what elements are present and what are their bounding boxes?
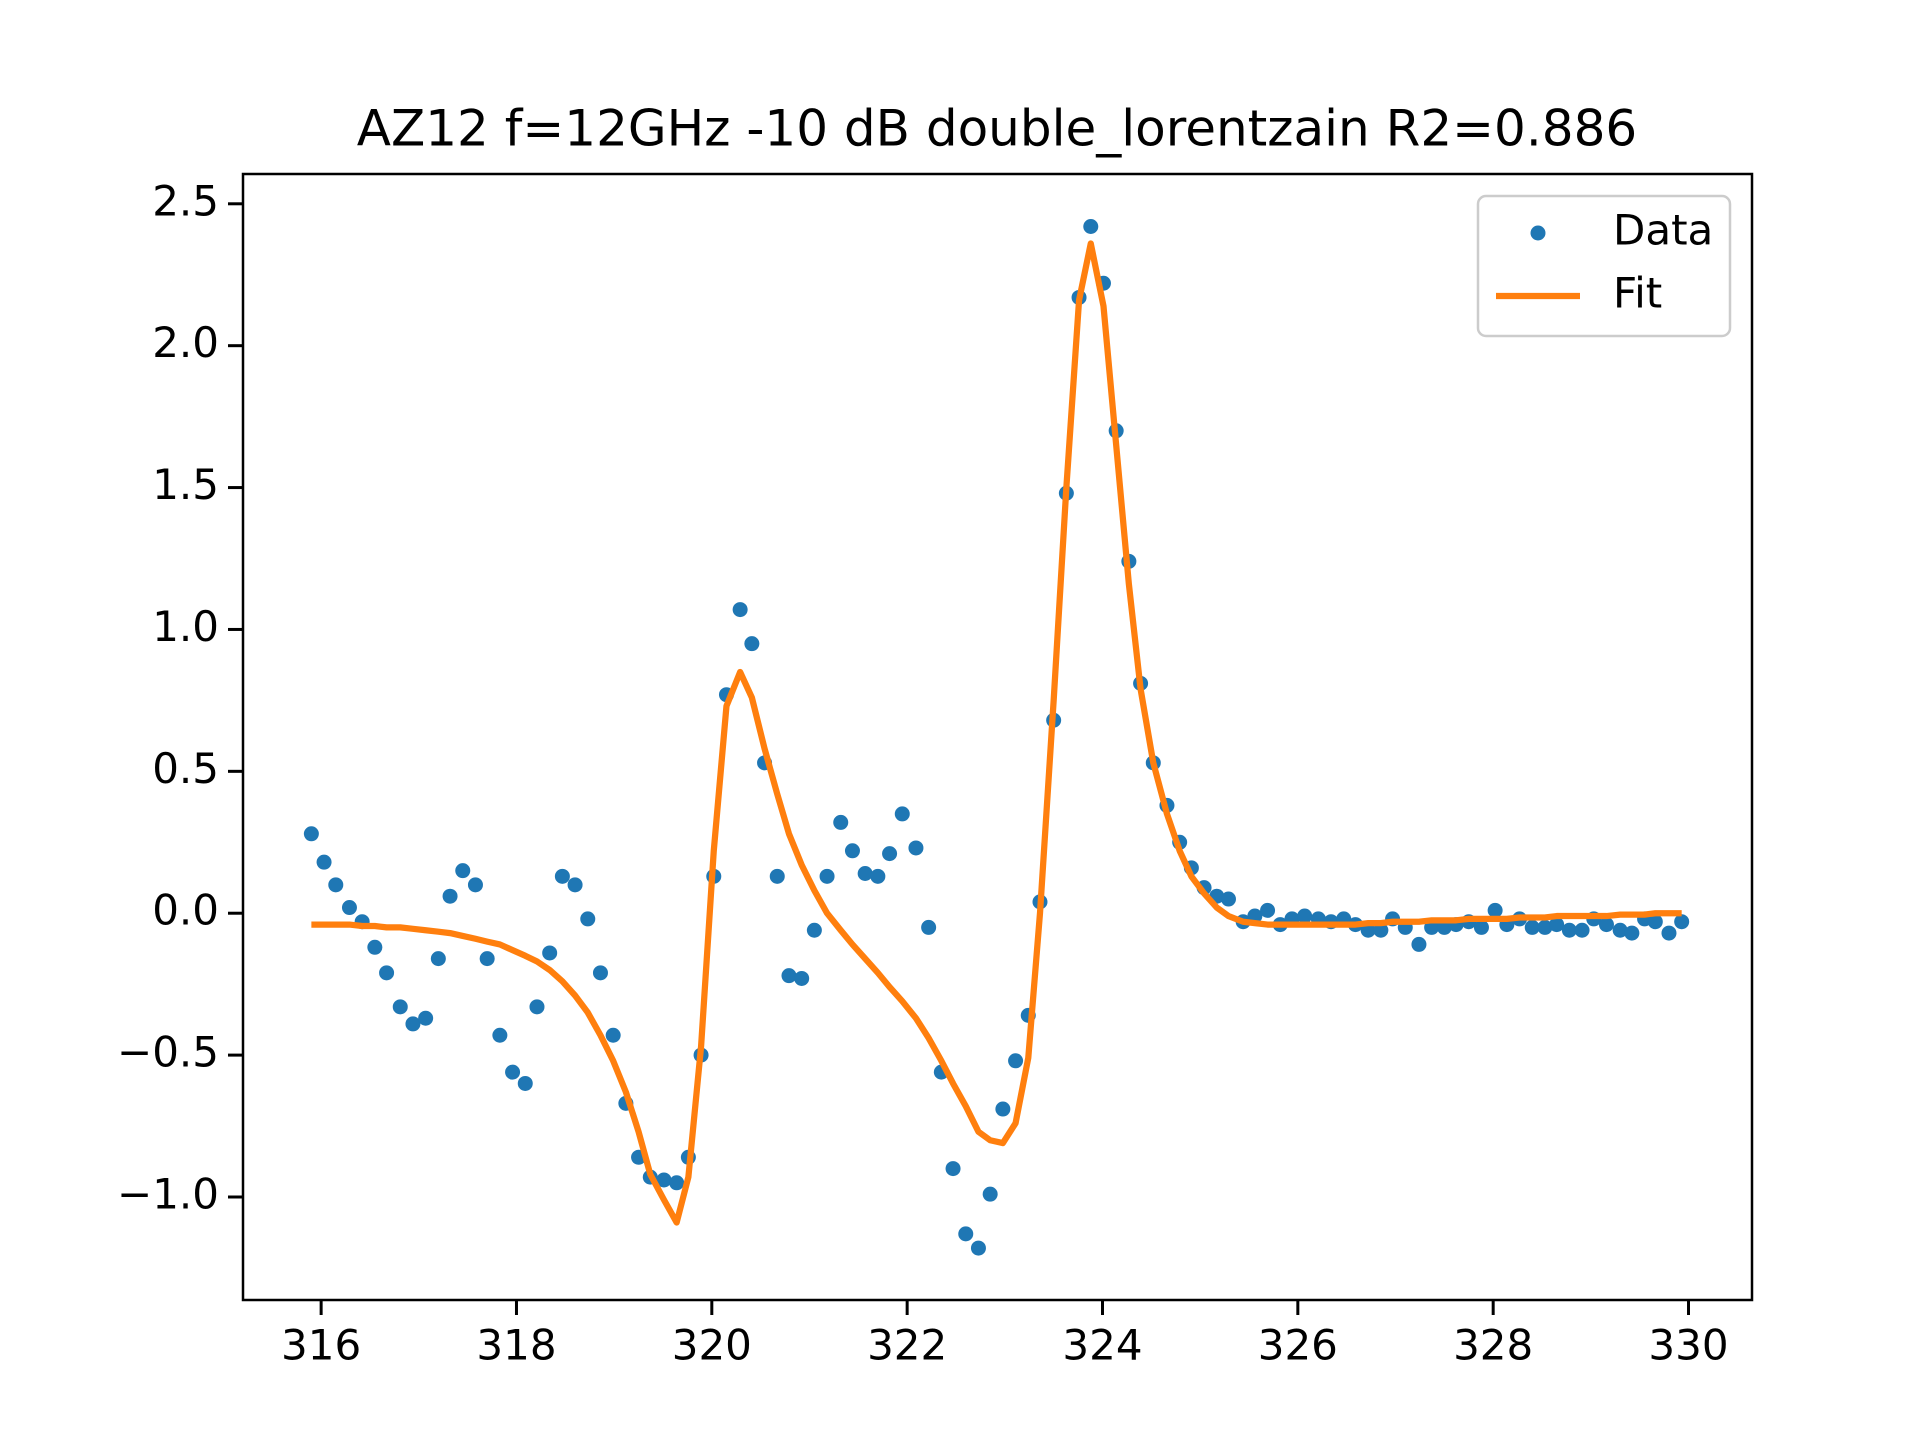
data-point [844, 843, 860, 859]
x-tick-label: 322 [867, 1321, 947, 1370]
data-point [958, 1226, 974, 1242]
y-tick-label: 0.0 [152, 886, 219, 935]
data-point [505, 1064, 521, 1080]
y-tick-label: 2.0 [152, 318, 219, 367]
data-point [479, 951, 495, 967]
data-point [492, 1027, 508, 1043]
data-point [744, 636, 760, 652]
data-point [921, 919, 937, 935]
data-point [1549, 917, 1565, 933]
data-point [1561, 922, 1577, 938]
data-point [908, 840, 924, 856]
y-tick-label: −1.0 [117, 1169, 219, 1218]
data-point [592, 965, 608, 981]
data-point [1624, 925, 1640, 941]
data-point [442, 888, 458, 904]
data-point [970, 1240, 986, 1256]
data-point [316, 854, 332, 870]
data-point [605, 1027, 621, 1043]
data-point [1220, 891, 1236, 907]
x-tick-label: 324 [1062, 1321, 1142, 1370]
data-point [341, 900, 357, 916]
x-tick-label: 326 [1258, 1321, 1338, 1370]
data-point [769, 868, 785, 884]
data-point [819, 868, 835, 884]
data-point [894, 806, 910, 822]
data-point [418, 1010, 434, 1026]
data-point [995, 1101, 1011, 1117]
data-point [1524, 919, 1540, 935]
data-point [580, 911, 596, 927]
data-point [732, 602, 748, 618]
data-point [1008, 1053, 1024, 1069]
data-point [542, 945, 558, 961]
data-point [882, 846, 898, 862]
data-point [303, 826, 319, 842]
data-point [567, 877, 583, 893]
legend-label: Fit [1613, 269, 1662, 318]
data-point [367, 939, 383, 955]
data-point [1373, 922, 1389, 938]
data-point [430, 951, 446, 967]
data-point [405, 1016, 421, 1032]
data-point [1260, 902, 1276, 918]
data-point [781, 968, 797, 984]
data-point [455, 863, 471, 879]
y-tick-label: 1.5 [152, 460, 219, 509]
data-point [1612, 922, 1628, 938]
y-tick-label: 2.5 [152, 176, 219, 225]
data-point [1598, 917, 1614, 933]
legend-label: Data [1613, 206, 1713, 255]
data-point [1411, 936, 1427, 952]
data-point [656, 1172, 672, 1188]
y-tick-label: 1.0 [152, 602, 219, 651]
data-point [833, 814, 849, 830]
data-point [517, 1075, 533, 1091]
data-point [1436, 919, 1452, 935]
chart-title: AZ12 f=12GHz -10 dB double_lorentzain R2… [357, 100, 1637, 158]
data-point [392, 999, 408, 1015]
data-point [379, 965, 395, 981]
x-tick-label: 320 [672, 1321, 752, 1370]
legend-marker [1530, 225, 1546, 241]
x-tick-label: 330 [1648, 1321, 1728, 1370]
x-tick-label: 316 [281, 1321, 361, 1370]
data-point [1487, 902, 1503, 918]
data-point [669, 1175, 685, 1191]
data-point [1537, 919, 1553, 935]
fit-line [311, 240, 1682, 1226]
data-point [1647, 914, 1663, 930]
data-point [794, 970, 810, 986]
data-point [328, 877, 344, 893]
x-tick-label: 328 [1453, 1321, 1533, 1370]
data-point [467, 877, 483, 893]
data-point [1674, 914, 1690, 930]
x-tick-label: 318 [476, 1321, 556, 1370]
data-point [554, 868, 570, 884]
data-point [857, 865, 873, 881]
y-tick-label: −0.5 [117, 1028, 219, 1077]
data-point [1574, 922, 1590, 938]
data-point [1661, 925, 1677, 941]
data-point [870, 868, 886, 884]
data-point [806, 922, 822, 938]
data-point [1083, 218, 1099, 234]
data-point [982, 1186, 998, 1202]
data-point [945, 1161, 961, 1177]
plot-frame [241, 172, 1754, 1302]
y-tick-label: 0.5 [152, 744, 219, 793]
data-point [1297, 908, 1313, 924]
data-point [1473, 919, 1489, 935]
data-point [529, 999, 545, 1015]
